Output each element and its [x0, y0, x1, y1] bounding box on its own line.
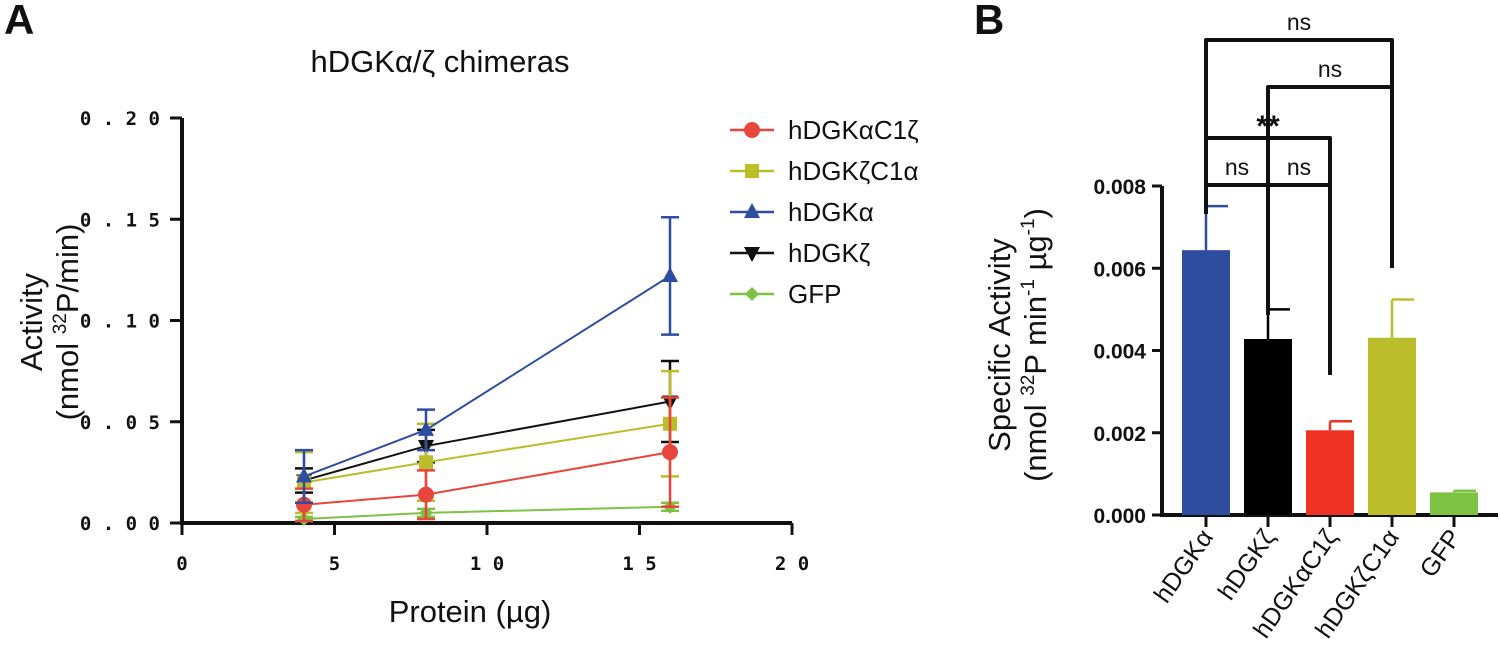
panel-label-a: A — [4, 0, 34, 43]
chart-b-bar — [1430, 492, 1478, 515]
chart-a-legend-marker — [744, 247, 760, 262]
chart-a-data-point — [418, 486, 434, 503]
chart-a-data-point — [419, 455, 433, 470]
chart-b-category-label: hDGKα — [1149, 524, 1219, 608]
chart-a-series-3 — [295, 359, 679, 494]
chart-a-legend-label: hDGKζC1α — [788, 156, 919, 186]
chart-a-series-line — [303, 422, 671, 484]
chart-b-significance-label: ns — [1225, 154, 1249, 180]
chart-a-y-tick-label: 0 . 0 0 — [80, 513, 160, 535]
chart-b-plot: 0.0000.0020.0040.0060.008hDGKαhDGKζhDGKα… — [1093, 9, 1498, 643]
chart-b-y-tick-label: 0.008 — [1093, 176, 1146, 199]
chart-a-series-line — [303, 400, 671, 482]
chart-a-plot: 0 5 1 0 1 5 2 0 0 . 0 0 0 . 0 5 0 . 1 0 0 . 1 5 0… — [80, 108, 919, 575]
chart-a-series-line — [303, 505, 671, 520]
chart-a-series-line — [303, 275, 671, 478]
chart-a-legend-label: hDGKζ — [788, 238, 870, 268]
chart-a-series-line — [303, 451, 671, 506]
chart-a-legend-marker — [745, 287, 759, 301]
chart-b-significance-label: ns — [1318, 56, 1342, 82]
chart-a-legend: hDGKαC1ζ hDGKζC1α hDGKα hDGKζ GFP — [730, 115, 919, 309]
chart-b-y-tick-label: 0.006 — [1093, 258, 1146, 281]
chart-a-legend-marker — [744, 122, 760, 138]
chart-a-y-label-line1: Activity — [14, 272, 49, 371]
chart-a-x-tick-label: 5 — [329, 553, 340, 575]
chart-b-bar — [1306, 430, 1354, 515]
chart-a-title: hDGKα/ζ chimeras — [311, 44, 570, 79]
chart-a-series-0 — [295, 396, 679, 523]
chart-b-bar — [1368, 337, 1416, 515]
chart-a-legend-marker — [745, 164, 759, 178]
chart-a-y-axis-label: Activity (nmol 32P/min) — [14, 224, 85, 421]
chart-a-data-point — [418, 420, 434, 436]
chart-a-legend-label: hDGKαC1ζ — [788, 115, 919, 145]
chart-a-x-tick-label: 1 5 — [622, 553, 656, 575]
panel-label-b: B — [974, 0, 1004, 43]
chart-a-legend-label: GFP — [788, 279, 841, 309]
chart-a-y-tick-label: 0 . 1 5 — [80, 209, 160, 231]
chart-a-x-tick-label: 2 0 — [775, 553, 809, 575]
chart-b-y-tick-label: 0.002 — [1093, 423, 1146, 446]
chart-a-data-point — [296, 467, 312, 483]
chart-b-y-axis-label: Specific Activity (nmol 32P min-1 µg-1) — [982, 208, 1053, 482]
chart-b-y-tick-label: 0.000 — [1093, 505, 1146, 528]
chart-a-data-point — [662, 444, 678, 461]
chart-b-significance-label: ns — [1287, 9, 1311, 35]
chart-a-x-axis-label: Protein (µg) — [389, 594, 552, 629]
chart-a-x-tick-label: 0 — [176, 553, 187, 575]
chart-b-y-tick-label: 0.004 — [1093, 341, 1146, 364]
chart-a-legend-label: hDGKα — [788, 197, 874, 227]
chart-b-bar — [1244, 338, 1292, 515]
chart-b-significance-label: ns — [1287, 154, 1311, 180]
chart-a-y-tick-label: 0 . 0 5 — [80, 412, 160, 434]
chart-a-x-tick-label: 1 0 — [470, 553, 504, 575]
chart-a-data-point — [662, 266, 678, 282]
chart-b-significance-label: ** — [1256, 110, 1280, 143]
chart-a-y-tick-label: 0 . 1 0 — [80, 311, 160, 333]
chart-b-significance-bracket: ns — [1266, 154, 1332, 375]
chart-b-bracket-line — [1266, 183, 1332, 375]
chart-b-bar — [1182, 250, 1230, 515]
chart-a-series-2 — [295, 215, 679, 504]
chart-a-y-label-line2: (nmol 32P/min) — [50, 224, 85, 421]
chart-b-y-label-line1: Specific Activity — [982, 238, 1017, 452]
chart-a-y-tick-label: 0 . 2 0 — [80, 108, 160, 130]
chart-a-legend-marker — [744, 203, 760, 218]
chart-b-y-label-line2: (nmol 32P min-1 µg-1) — [1018, 208, 1053, 482]
chart-b-category-label: GFP — [1414, 524, 1466, 582]
chart-a-data-point — [296, 496, 312, 513]
